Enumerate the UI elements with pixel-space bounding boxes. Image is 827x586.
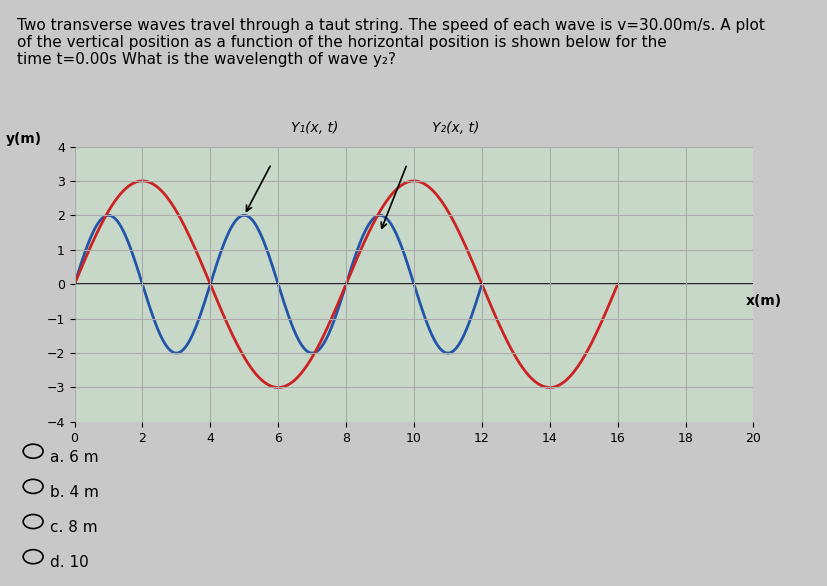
Text: c. 8 m: c. 8 m xyxy=(50,520,98,535)
Text: Y₂(x, t): Y₂(x, t) xyxy=(431,121,479,135)
Text: d. 10: d. 10 xyxy=(50,555,88,570)
Text: Two transverse waves travel through a taut string. The speed of each wave is v=3: Two transverse waves travel through a ta… xyxy=(17,18,763,67)
Text: b. 4 m: b. 4 m xyxy=(50,485,98,500)
Text: a. 6 m: a. 6 m xyxy=(50,449,98,465)
Text: Y₁(x, t): Y₁(x, t) xyxy=(290,121,338,135)
Text: y(m): y(m) xyxy=(6,132,41,146)
Text: x(m): x(m) xyxy=(744,294,781,308)
